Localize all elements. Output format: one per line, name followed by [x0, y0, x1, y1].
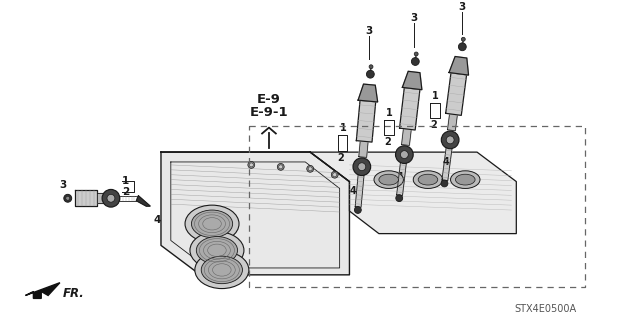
Circle shape	[107, 194, 115, 202]
Circle shape	[442, 131, 459, 149]
Polygon shape	[358, 84, 378, 102]
Polygon shape	[355, 174, 364, 207]
Ellipse shape	[195, 251, 249, 289]
Polygon shape	[97, 193, 103, 203]
Circle shape	[401, 151, 408, 159]
Circle shape	[66, 196, 70, 200]
Polygon shape	[445, 73, 467, 115]
Ellipse shape	[451, 171, 480, 189]
Circle shape	[355, 206, 362, 213]
Text: STX4E0500A: STX4E0500A	[515, 304, 577, 314]
Text: 4: 4	[397, 172, 403, 182]
Circle shape	[358, 163, 365, 171]
Text: 1: 1	[340, 123, 346, 133]
Circle shape	[307, 165, 314, 172]
Circle shape	[412, 57, 419, 65]
Circle shape	[461, 37, 465, 41]
Circle shape	[441, 180, 448, 187]
Text: 4: 4	[349, 186, 356, 197]
Polygon shape	[447, 114, 458, 131]
Polygon shape	[136, 196, 150, 206]
Ellipse shape	[201, 256, 243, 284]
Circle shape	[248, 161, 255, 168]
Text: 4: 4	[443, 157, 449, 167]
Ellipse shape	[374, 171, 403, 189]
Polygon shape	[442, 147, 452, 181]
Polygon shape	[359, 141, 368, 157]
Ellipse shape	[196, 237, 237, 264]
Circle shape	[369, 65, 373, 69]
Text: 4: 4	[153, 215, 161, 225]
Text: 1: 1	[432, 91, 438, 101]
Circle shape	[308, 167, 312, 171]
Circle shape	[250, 163, 253, 167]
Text: FR.: FR.	[63, 287, 84, 300]
Circle shape	[277, 163, 284, 170]
Ellipse shape	[456, 174, 475, 185]
Polygon shape	[397, 162, 406, 196]
Circle shape	[102, 189, 120, 207]
Text: 3: 3	[411, 13, 418, 23]
Text: 2: 2	[338, 153, 344, 163]
Ellipse shape	[413, 171, 443, 189]
Polygon shape	[403, 71, 422, 90]
Text: 3: 3	[365, 26, 372, 36]
Ellipse shape	[379, 174, 399, 185]
Polygon shape	[399, 88, 420, 130]
Circle shape	[414, 52, 418, 56]
Polygon shape	[449, 56, 468, 75]
Polygon shape	[75, 190, 97, 206]
Text: E-9: E-9	[257, 93, 281, 106]
Circle shape	[446, 136, 454, 144]
Circle shape	[396, 146, 413, 163]
Circle shape	[367, 70, 374, 78]
Circle shape	[332, 171, 338, 178]
Text: 1: 1	[386, 108, 392, 118]
Text: 1: 1	[122, 175, 129, 186]
Text: E-9-1: E-9-1	[250, 106, 288, 119]
Polygon shape	[26, 283, 60, 298]
Text: 3: 3	[60, 180, 67, 189]
Ellipse shape	[418, 174, 438, 185]
Circle shape	[353, 158, 371, 175]
Ellipse shape	[191, 210, 233, 238]
Polygon shape	[401, 129, 412, 145]
Circle shape	[333, 173, 337, 177]
Circle shape	[279, 165, 283, 169]
Circle shape	[396, 195, 403, 202]
Polygon shape	[356, 100, 376, 142]
Circle shape	[64, 194, 72, 202]
Polygon shape	[161, 152, 349, 275]
Text: 3: 3	[459, 2, 466, 12]
Text: 2: 2	[122, 187, 129, 197]
Text: 2: 2	[384, 137, 390, 147]
Polygon shape	[310, 152, 516, 234]
Ellipse shape	[190, 232, 244, 269]
Ellipse shape	[185, 205, 239, 242]
Text: 2: 2	[430, 120, 436, 130]
Circle shape	[458, 43, 467, 51]
